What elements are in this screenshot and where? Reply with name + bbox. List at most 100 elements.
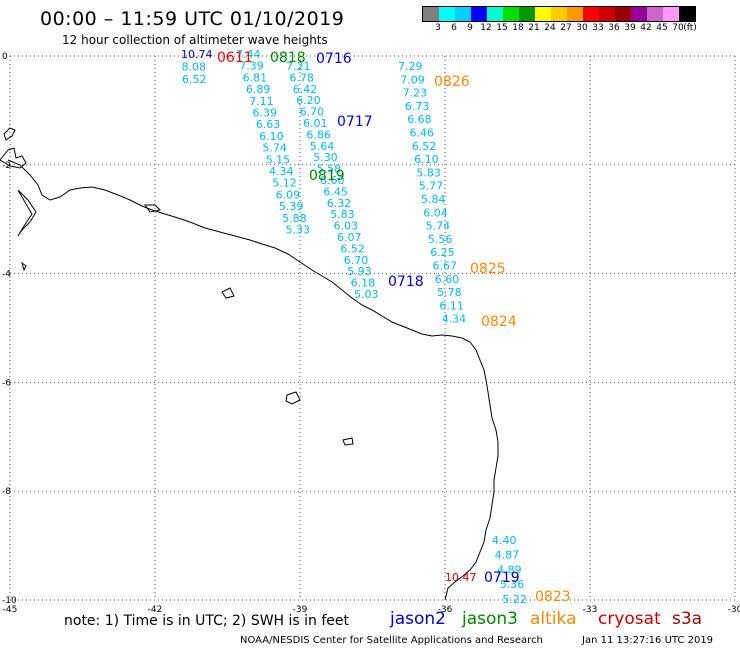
swh-value: 5.22 [502,593,527,606]
lon-tick-label: -42 [148,605,163,615]
satellite-label-jason3: jason3 [462,609,518,629]
swh-value: 5.74 [262,142,287,155]
lon-tick-label: -39 [293,605,308,615]
pass-label: 10.47 [445,571,477,584]
swh-value: 5.88 [282,212,307,225]
island-1 [144,204,162,213]
legend-swatch [663,7,679,21]
swh-value: 6.45 [323,185,348,198]
swh-value: 6.46 [410,127,435,140]
pass-label: 0826 [434,74,470,90]
pass-label: 0825 [470,261,506,277]
swh-value: 7.11 [249,95,274,108]
swh-value: 6.07 [337,231,362,244]
pass-label: 0716 [316,51,352,67]
legend-tick-label: 39 [624,23,636,33]
lat-tick-label: -2 [2,161,11,171]
swh-value: 6.04 [423,206,448,219]
footnote: note: 1) Time is in UTC; 2) SWH is in fe… [64,613,350,629]
satellite-label-cryosat: cryosat [598,609,661,629]
swh-value: 6.10 [414,153,439,166]
legend-swatch [503,7,519,21]
lat-tick-label: -8 [2,487,11,497]
legend-tick-label: 42 [640,23,652,33]
swh-value: 5.56 [428,233,453,246]
swh-value: 5.84 [421,193,446,206]
lon-tick-label: -30 [728,605,740,615]
swh-value: 7.09 [400,73,425,86]
swh-value: 5.36 [500,578,525,591]
swh-value: 5.03 [354,288,379,301]
legend-swatch [647,7,663,21]
pass-label: 0717 [337,114,373,130]
legend-swatch [551,7,567,21]
swh-value: 6.63 [256,118,280,131]
swh-value: 5.74 [426,220,451,233]
timestamp: Jan 11 13:27:16 UTC 2019 [582,635,714,646]
coastline [7,159,499,601]
pass-label: 0819 [309,168,345,184]
lat-tick-label: -10 [2,596,17,606]
swh-value: 6.42 [293,83,318,96]
legend-tick-label: 9 [467,23,473,33]
map-frame [9,55,736,601]
swh-value: 6.39 [253,107,278,120]
legend-swatch [631,7,647,21]
swh-value: 6.20 [296,94,321,107]
pass-label: 0824 [481,314,517,330]
swh-value: 6.89 [246,83,271,96]
legend-swatch [583,7,599,21]
legend-swatch [599,7,615,21]
swh-value: 6.86 [306,128,331,141]
swh-value: 4.34 [269,165,294,178]
legend-swatch [487,7,503,21]
swh-value: 6.52 [412,140,437,153]
swh-value: 5.30 [313,151,338,164]
legend-swatch [439,7,455,21]
swh-values: 10.748.086.527.447.396.816.897.116.396.6… [181,48,527,606]
island-4 [342,437,354,446]
satellite-label-jason2: jason2 [390,609,446,629]
legend-tick-label: 45 [656,23,668,33]
map-grid [10,56,735,600]
legend-tick-label: 27 [560,23,572,33]
pass-label: 0823 [535,589,571,605]
legend-tick-label: 15 [496,23,508,33]
legend-swatch [567,7,583,21]
legend-tick-label: 36 [608,23,620,33]
swh-value: 8.08 [182,61,207,74]
lon-tick-label: -33 [583,605,598,615]
legend-swatch [471,7,487,21]
swh-value: 5.83 [330,208,355,221]
lon-tick-label: -45 [3,605,18,615]
swh-value: 4.40 [492,534,517,547]
satellite-label-altika: altika [530,609,577,629]
coastline-north-islands [0,127,27,169]
island-3 [285,391,301,405]
swh-value: 6.32 [327,197,352,210]
swh-value: 7.21 [286,60,311,73]
swh-value: 7.23 [403,87,428,100]
swh-value: 6.70 [300,106,325,119]
swh-value: 6.52 [340,242,365,255]
pass-labels: 0611 0818 0716 0826 0717 0819 0825 0718 0824 10.4… [217,50,571,605]
page-title: 00:00 – 11:59 UTC 01/10/2019 [40,8,345,30]
island-5 [21,261,27,272]
swh-value: 6.25 [430,246,455,259]
swh-value: 7.44 [236,48,261,61]
swh-value: 6.68 [407,113,432,126]
legend-swatch [615,7,631,21]
legend-swatch [535,7,551,21]
swh-value: 6.03 [334,220,359,233]
legend-swatch [423,7,439,21]
swh-value: 5.15 [266,153,291,166]
legend-swatch [519,7,535,21]
legend-tick-label: 24 [544,23,556,33]
color-legend-bar [422,6,696,22]
satellite-label-s3a: s3a [672,609,703,629]
swh-value: 6.78 [289,71,314,84]
lat-tick-label: -6 [2,378,11,388]
lat-tick-label: -4 [2,270,11,280]
swh-value: 4.87 [495,549,519,562]
